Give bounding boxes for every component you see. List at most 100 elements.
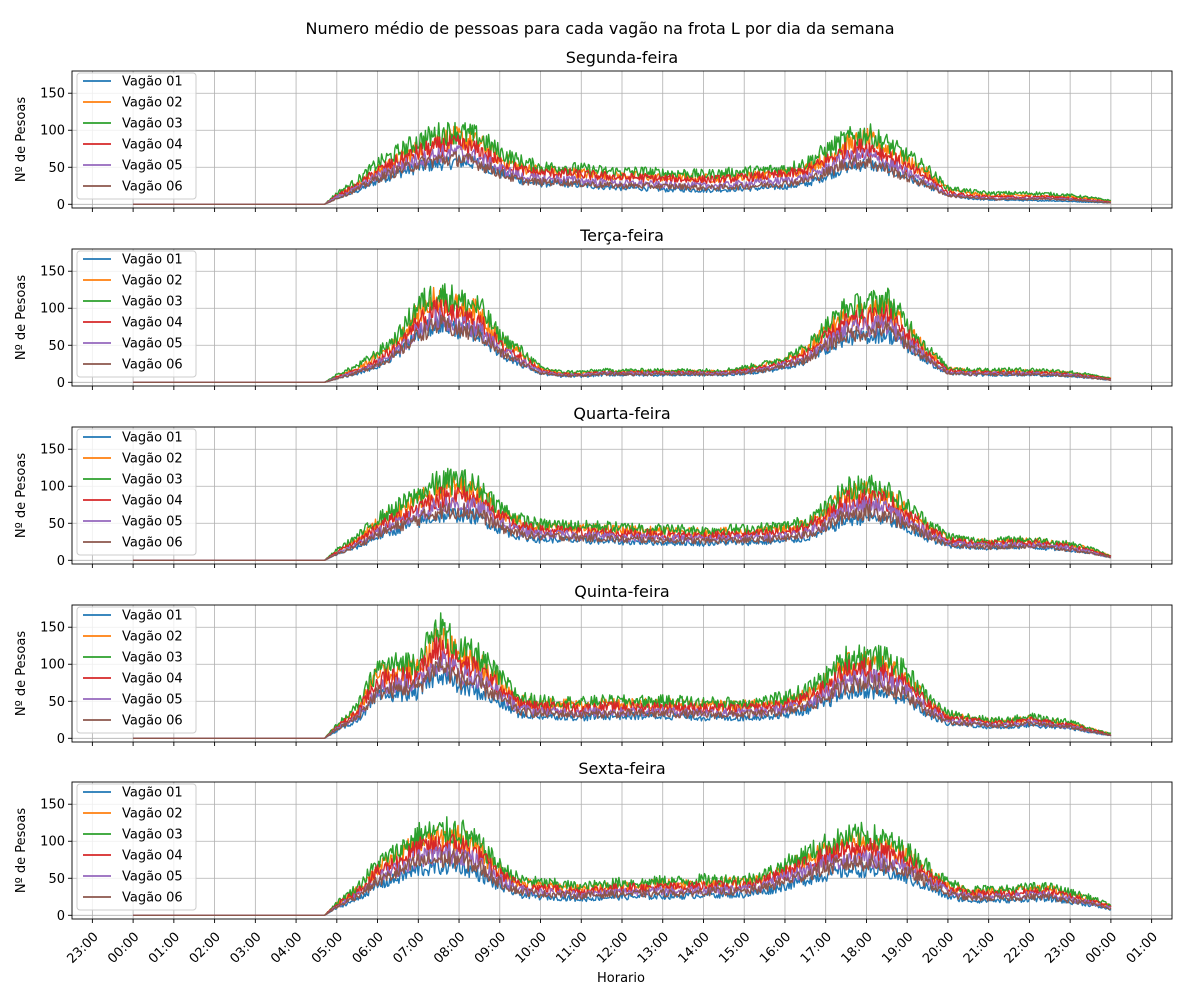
y-tick-label: 0 xyxy=(57,732,65,747)
legend-label: Vagão 05 xyxy=(122,159,183,174)
y-axis-label: Nº de Pesoas xyxy=(14,97,29,182)
legend-box xyxy=(76,428,197,556)
y-tick-label: 150 xyxy=(40,621,65,636)
legend-box xyxy=(76,72,197,200)
x-tick-label: 23:00 xyxy=(65,930,102,967)
subplot-title: Quinta-feira xyxy=(574,582,669,601)
x-tick-label: 09:00 xyxy=(472,930,509,967)
y-tick-label: 0 xyxy=(57,909,65,924)
legend-label: Vagão 02 xyxy=(122,96,183,111)
x-tick-label: 19:00 xyxy=(879,930,916,967)
x-tick-label: 14:00 xyxy=(676,930,713,967)
legend-box xyxy=(76,606,197,734)
subplot-1: Segunda-feira 0 50 100 150 Nº de Pesoas Vagão … xyxy=(14,48,1173,213)
x-tick-label: 04:00 xyxy=(268,930,305,967)
y-tick-label: 100 xyxy=(40,124,65,139)
x-tick-label: 18:00 xyxy=(839,930,876,967)
legend: Vagão 01 Vagão 02 Vagão 03 Vagão 04 Vagão 05… xyxy=(76,606,197,734)
x-tick-label: 11:00 xyxy=(553,930,590,967)
x-tick-label: 10:00 xyxy=(513,930,550,967)
y-tick-label: 50 xyxy=(48,695,65,710)
x-tick-label: 01:00 xyxy=(146,930,183,967)
legend-label: Vagão 04 xyxy=(122,494,183,509)
x-tick-label: 06:00 xyxy=(350,930,387,967)
y-tick-label: 50 xyxy=(48,517,65,532)
y-tick-label: 100 xyxy=(40,658,65,673)
y-tick-label: 0 xyxy=(57,376,65,391)
x-tick-label: 08:00 xyxy=(431,930,468,967)
plot-area xyxy=(133,121,1112,206)
legend: Vagão 01 Vagão 02 Vagão 03 Vagão 04 Vagão 05… xyxy=(76,250,197,378)
x-tick-label: 16:00 xyxy=(757,930,794,967)
legend-label: Vagão 01 xyxy=(122,253,183,268)
legend-label: Vagão 05 xyxy=(122,337,183,352)
x-tick-label: 00:00 xyxy=(1083,930,1120,967)
x-tick-label: 22:00 xyxy=(1002,930,1039,967)
x-tick-label: 12:00 xyxy=(594,930,631,967)
legend-label: Vagão 04 xyxy=(122,672,183,687)
y-tick-label: 50 xyxy=(48,161,65,176)
legend-label: Vagão 03 xyxy=(122,828,183,843)
x-tick-label: 13:00 xyxy=(635,930,672,967)
legend-label: Vagão 01 xyxy=(122,431,183,446)
legend: Vagão 01 Vagão 02 Vagão 03 Vagão 04 Vagão 05… xyxy=(76,783,197,911)
y-tick-label: 0 xyxy=(57,198,65,213)
y-tick-label: 0 xyxy=(57,554,65,569)
legend-label: Vagão 02 xyxy=(122,452,183,467)
x-tick-label: 20:00 xyxy=(920,930,957,967)
x-tick-label: 07:00 xyxy=(390,930,427,967)
series-line-6 xyxy=(133,314,1112,383)
x-tick-label: 21:00 xyxy=(961,930,998,967)
subplot-2: Terça-feira 0 50 100 150 Nº de Pesoas Vagão 01… xyxy=(14,226,1173,391)
y-axis-label: Nº de Pesoas xyxy=(14,453,29,538)
legend-label: Vagão 06 xyxy=(122,536,183,551)
subplot-title: Sexta-feira xyxy=(578,759,665,778)
suptitle: Numero médio de pessoas para cada vagão … xyxy=(305,19,894,38)
x-tick-label: 15:00 xyxy=(716,930,753,967)
series-line-6 xyxy=(133,150,1112,206)
legend-label: Vagão 06 xyxy=(122,891,183,906)
legend-label: Vagão 05 xyxy=(122,870,183,885)
y-axis-label: Nº de Pesoas xyxy=(14,631,29,716)
legend-label: Vagão 06 xyxy=(122,714,183,729)
legend-label: Vagão 04 xyxy=(122,316,183,331)
legend-label: Vagão 03 xyxy=(122,117,183,132)
y-tick-label: 50 xyxy=(48,872,65,887)
subplot-title: Terça-feira xyxy=(579,226,664,245)
legend-label: Vagão 03 xyxy=(122,651,183,666)
series-line-6 xyxy=(133,848,1112,916)
legend-label: Vagão 01 xyxy=(122,786,183,801)
x-tick-label: 02:00 xyxy=(187,930,224,967)
y-tick-label: 150 xyxy=(40,798,65,813)
y-tick-label: 100 xyxy=(40,480,65,495)
y-tick-label: 100 xyxy=(40,835,65,850)
y-tick-label: 150 xyxy=(40,265,65,280)
legend-label: Vagão 06 xyxy=(122,180,183,195)
legend-label: Vagão 01 xyxy=(122,75,183,90)
x-tick-label: 05:00 xyxy=(309,930,346,967)
legend: Vagão 01 Vagão 02 Vagão 03 Vagão 04 Vagão 05… xyxy=(76,72,197,200)
series-line-6 xyxy=(133,502,1111,561)
legend: Vagão 01 Vagão 02 Vagão 03 Vagão 04 Vagão 05… xyxy=(76,428,197,556)
legend-label: Vagão 04 xyxy=(122,138,183,153)
subplot-4: Quinta-feira 0 50 100 150 Nº de Pesoas Vagão 0… xyxy=(14,582,1173,747)
legend-label: Vagão 01 xyxy=(122,609,183,624)
y-tick-label: 150 xyxy=(40,87,65,102)
legend-label: Vagão 02 xyxy=(122,807,183,822)
x-tick-label: 23:00 xyxy=(1042,930,1079,967)
y-tick-label: 100 xyxy=(40,302,65,317)
subplots: Segunda-feira 0 50 100 150 Nº de Pesoas Vagão … xyxy=(14,48,1173,967)
legend-label: Vagão 05 xyxy=(122,693,183,708)
legend-box xyxy=(76,783,197,911)
x-tick-label: 01:00 xyxy=(1124,930,1161,967)
x-axis-label: Horario xyxy=(597,971,645,986)
legend-label: Vagão 04 xyxy=(122,849,183,864)
y-axis-label: Nº de Pesoas xyxy=(14,275,29,360)
legend-label: Vagão 03 xyxy=(122,295,183,310)
legend-label: Vagão 03 xyxy=(122,473,183,488)
x-tick-label: 17:00 xyxy=(798,930,835,967)
plot-area xyxy=(133,467,1112,561)
legend-label: Vagão 02 xyxy=(122,274,183,289)
